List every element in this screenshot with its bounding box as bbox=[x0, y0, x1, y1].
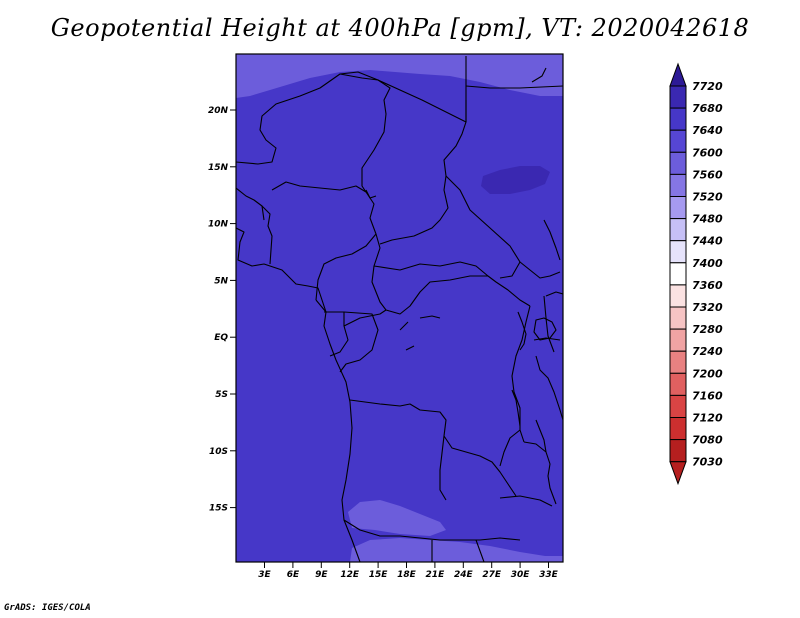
colorbar-segment bbox=[669, 372, 687, 396]
lat-label: EQ bbox=[214, 333, 228, 343]
lon-axis: 3E 6E 9E 12E 15E 18E 21E 24E 27E 30E 33E bbox=[258, 562, 559, 580]
colorbar-label: 7440 bbox=[692, 235, 723, 248]
colorbar-label: 7520 bbox=[692, 191, 723, 204]
colorbar-segment bbox=[669, 439, 687, 463]
colorbar-label: 7560 bbox=[692, 168, 723, 181]
lon-label: 6E bbox=[287, 570, 300, 580]
chart-title: Geopotential Height at 400hPa [gpm], VT:… bbox=[50, 14, 750, 42]
lat-label: 20N bbox=[208, 106, 229, 116]
lat-label: 10N bbox=[208, 220, 229, 230]
lon-label: 12E bbox=[340, 570, 360, 580]
lat-label: 5N bbox=[214, 276, 228, 286]
colorbar-label: 7030 bbox=[692, 456, 723, 469]
colorbar-label: 7200 bbox=[692, 367, 723, 380]
colorbar-label: 7320 bbox=[692, 301, 723, 314]
colorbar-segment bbox=[669, 350, 687, 374]
colorbar-segment bbox=[669, 129, 687, 153]
colorbar-segment bbox=[669, 284, 687, 308]
contour-patch-dark bbox=[481, 166, 550, 194]
map-frame bbox=[235, 53, 564, 563]
lon-label: 9E bbox=[315, 570, 328, 580]
lon-label: 27E bbox=[482, 570, 502, 580]
lon-label: 24E bbox=[454, 570, 474, 580]
colorbar-segment bbox=[669, 173, 687, 197]
colorbar-segment bbox=[669, 240, 687, 264]
colorbar-label: 7160 bbox=[692, 389, 723, 402]
colorbar-label: 7360 bbox=[692, 279, 723, 292]
colorbar-segment bbox=[669, 262, 687, 286]
colorbar-segment bbox=[669, 394, 687, 418]
lon-label: 18E bbox=[397, 570, 417, 580]
colorbar-segment bbox=[669, 107, 687, 131]
lon-label: 30E bbox=[511, 570, 531, 580]
coastlines-borders bbox=[236, 56, 563, 562]
colorbar-label: 7600 bbox=[692, 146, 723, 159]
lat-label: 5S bbox=[215, 390, 228, 400]
lon-label: 33E bbox=[539, 570, 559, 580]
lon-label: 3E bbox=[258, 570, 271, 580]
colorbar-label: 7120 bbox=[692, 412, 723, 425]
colorbar-label: 7280 bbox=[692, 323, 723, 336]
lat-label: 10S bbox=[209, 447, 228, 457]
colorbar-segment bbox=[669, 218, 687, 242]
contour-band-south-2 bbox=[350, 538, 563, 562]
contour-band-north bbox=[236, 54, 563, 98]
lat-label: 15N bbox=[208, 163, 229, 173]
lon-label: 15E bbox=[369, 570, 389, 580]
colorbar-label: 7400 bbox=[692, 257, 723, 270]
lat-axis: 20N 15N 10N 5N EQ 5S 10S 15S bbox=[208, 106, 236, 514]
contour-band-south-1 bbox=[348, 500, 446, 536]
colorbar-segment bbox=[669, 328, 687, 352]
colorbar-arrow-top bbox=[669, 62, 687, 87]
colorbar: 7720 7680 7640 7600 7560 7520 7480 7440 7400 7360… bbox=[669, 62, 723, 486]
lat-label: 15S bbox=[209, 504, 228, 514]
colorbar-arrow-bottom bbox=[669, 461, 687, 486]
colorbar-segment bbox=[669, 85, 687, 109]
map-fill-base bbox=[236, 54, 563, 562]
colorbar-label: 7240 bbox=[692, 345, 723, 358]
colorbar-segment bbox=[669, 306, 687, 330]
colorbar-segment bbox=[669, 151, 687, 175]
lon-label: 21E bbox=[426, 570, 446, 580]
footer-credit: GrADS: IGES/COLA bbox=[4, 603, 91, 613]
colorbar-label: 7680 bbox=[692, 102, 723, 115]
colorbar-label: 7640 bbox=[692, 124, 723, 137]
colorbar-label: 7720 bbox=[692, 80, 723, 93]
colorbar-segment bbox=[669, 196, 687, 220]
colorbar-segment bbox=[669, 417, 687, 441]
colorbar-label: 7480 bbox=[692, 213, 723, 226]
colorbar-label: 7080 bbox=[692, 434, 723, 447]
